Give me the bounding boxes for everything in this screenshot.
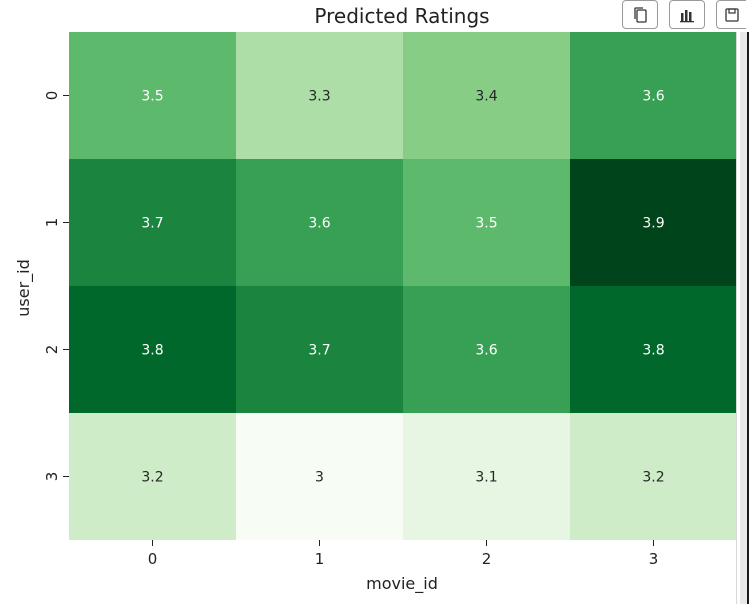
heatmap-cell [403, 32, 570, 159]
bar-chart-icon [680, 9, 694, 22]
chart-title: Predicted Ratings [314, 4, 489, 28]
heatmap-cell [570, 413, 737, 540]
cell-annotation: 3.1 [475, 470, 497, 486]
heatmap-cell [570, 159, 737, 286]
scrollbar-thumb[interactable] [740, 32, 747, 604]
x-axis: 0 1 2 3 [148, 540, 659, 568]
heatmap-cell [403, 159, 570, 286]
cell-annotation: 3.7 [141, 216, 163, 232]
y-axis: 0 1 2 3 [43, 91, 69, 482]
panel-border [747, 32, 749, 604]
y-axis-label: user_id [14, 259, 34, 317]
x-tick-label: 2 [482, 550, 492, 568]
x-tick-label: 1 [315, 550, 325, 568]
heatmap-cell [403, 286, 570, 413]
y-tick-label: 0 [43, 91, 61, 101]
cell-annotation: 3.6 [475, 343, 497, 359]
copy-button[interactable] [622, 0, 658, 29]
heatmap-cell [403, 413, 570, 540]
heatmap-cell [236, 32, 403, 159]
save-icon [724, 7, 739, 22]
cell-annotation: 3.5 [141, 89, 163, 105]
heatmap-cell [570, 286, 737, 413]
heatmap-cell [69, 286, 236, 413]
cell-annotation: 3.3 [308, 89, 330, 105]
y-tick-label: 1 [43, 218, 61, 228]
plot-toolbar [622, 0, 746, 32]
copy-icon [634, 6, 647, 23]
cell-annotation: 3.6 [642, 89, 664, 105]
cell-annotation: 3.4 [475, 89, 497, 105]
cell-annotation: 3 [315, 470, 324, 486]
heatmap-cells: 3.5 3.3 3.4 3.6 3.7 3.6 3.5 3.9 3.8 3.7 3.6 3.8 3.2 3… [69, 32, 737, 540]
heatmap-cell [236, 159, 403, 286]
cell-annotation: 3.2 [642, 470, 664, 486]
heatmap-cell [236, 413, 403, 540]
y-tick-label: 2 [43, 345, 61, 355]
cell-annotation: 3.8 [642, 343, 664, 359]
chart-button[interactable] [669, 0, 705, 29]
cell-annotation: 3.2 [141, 470, 163, 486]
cell-annotation: 3.8 [141, 343, 163, 359]
heatmap-cell [570, 32, 737, 159]
cell-annotation: 3.6 [308, 216, 330, 232]
heatmap-cell [69, 413, 236, 540]
x-tick-label: 0 [148, 550, 158, 568]
cell-annotation: 3.5 [475, 216, 497, 232]
cell-annotation: 3.7 [308, 343, 330, 359]
x-tick-label: 3 [649, 550, 659, 568]
heatmap-cell [236, 286, 403, 413]
save-button[interactable] [716, 0, 746, 29]
heatmap-cell [69, 32, 236, 159]
cell-annotation: 3.9 [642, 216, 664, 232]
heatmap-cell [69, 159, 236, 286]
x-axis-label: movie_id [366, 574, 438, 594]
y-tick-label: 3 [43, 472, 61, 482]
